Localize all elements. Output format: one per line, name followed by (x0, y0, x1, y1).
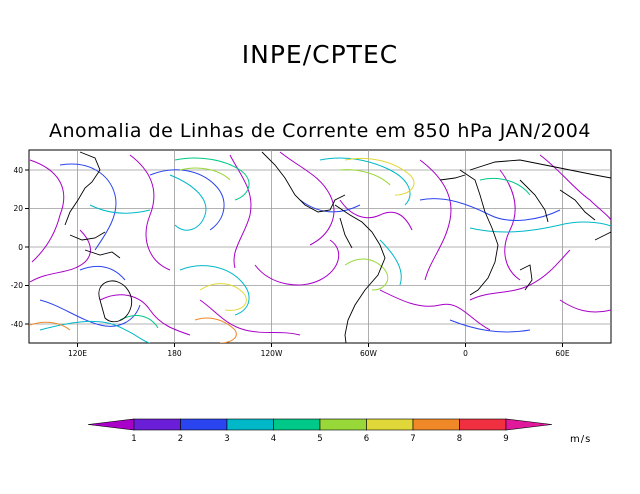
lat-label-20S: -20 (11, 281, 23, 290)
axis-ticks (25, 169, 563, 347)
streamlines-cyan (39, 157, 611, 343)
map-title: Anomalia de Linhas de Corrente em 850 hP… (49, 120, 591, 142)
colorbar-box (226, 418, 274, 431)
colorbar-tick-label: 4 (271, 434, 276, 444)
colorbar-box (180, 418, 228, 431)
lon-label-60W: 60W (360, 349, 378, 358)
colorbar-box (366, 418, 414, 431)
streamlines-blue (39, 163, 561, 333)
colorbar-box (319, 418, 367, 431)
colorbar-tick-label: 7 (410, 434, 415, 444)
colorbar-left-triangle (87, 418, 135, 431)
lon-label-120W: 120W (261, 349, 283, 358)
lat-label-40S: -40 (11, 320, 23, 329)
colorbar-box (459, 418, 507, 431)
lon-label-60E: 60E (555, 349, 570, 358)
colorbar-tick-label: 6 (364, 434, 369, 444)
lat-label-40N: 40 (13, 166, 23, 175)
lon-label-0: 0 (463, 349, 468, 358)
colorbar-right-triangle (505, 418, 553, 431)
colorbar-box (273, 418, 321, 431)
product-title: INPE/CPTEC (241, 40, 399, 69)
colorbar: 1 2 3 4 5 6 7 8 9 (87, 418, 553, 444)
colorbar-tick-label: 5 (317, 434, 322, 444)
graticule (29, 150, 611, 343)
colorbar-tick-label: 2 (178, 434, 183, 444)
colorbar-tick-label: 8 (457, 434, 462, 444)
coastlines (64, 151, 611, 343)
colorbar-tick-label: 9 (503, 434, 508, 444)
colorbar-tick-label: 1 (131, 434, 136, 444)
colorbar-box (133, 418, 181, 431)
colorbar-tick-label: 3 (224, 434, 229, 444)
lon-label-120E: 120E (68, 349, 87, 358)
lat-label-20N: 20 (13, 204, 23, 213)
lon-label-180: 180 (167, 349, 182, 358)
streamlines-strong (29, 157, 531, 343)
colorbar-unit: m/s (570, 434, 592, 445)
lat-label-eq: 0 (18, 243, 23, 252)
colorbar-box (412, 418, 460, 431)
map-frame (28, 149, 612, 344)
